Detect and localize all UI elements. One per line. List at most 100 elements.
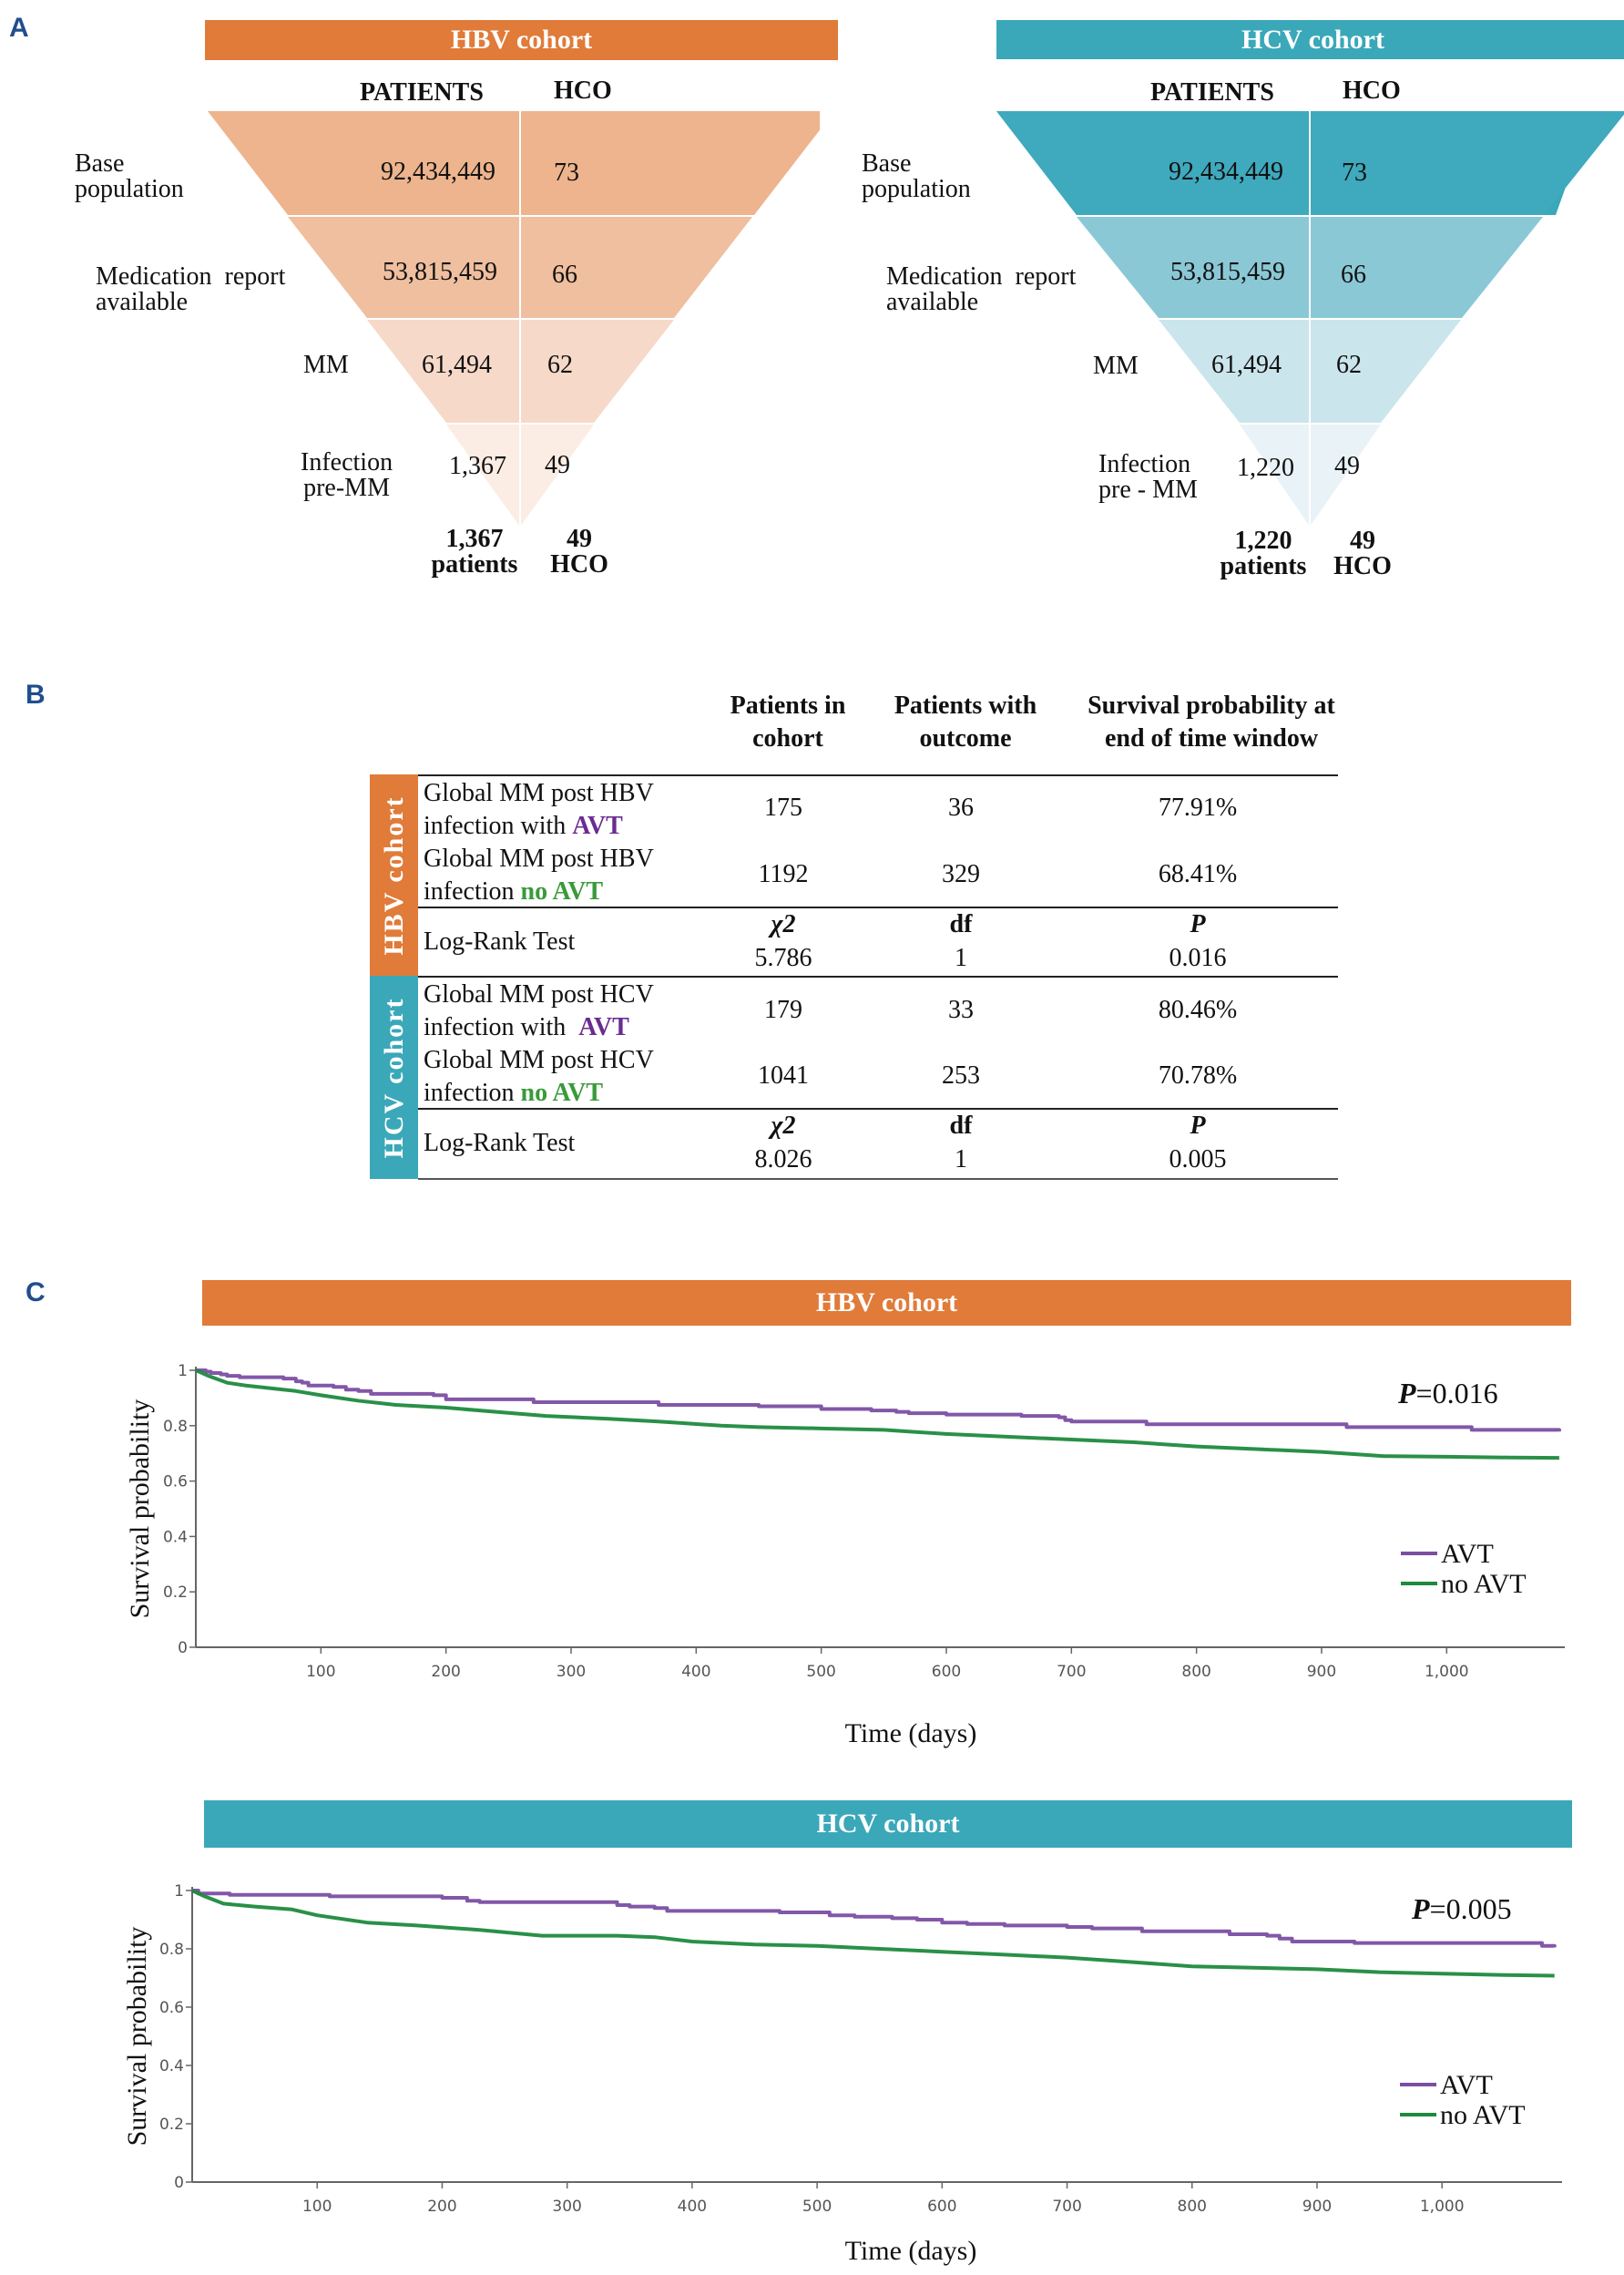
hcv-stage-1-patients: 92,434,449 xyxy=(1169,158,1283,186)
hcv-stage-3-hco: 62 xyxy=(1336,351,1362,379)
logrank-chi2-value: 8.026 xyxy=(754,1145,812,1173)
hbv-final-hco: 49 HCO xyxy=(543,527,616,578)
no-avt-tag: no AVT xyxy=(520,1079,604,1107)
hcv-stage-4-label: Infection pre - MM xyxy=(1098,452,1198,503)
table-rule-group-split xyxy=(418,976,1338,978)
header-survival-probability: Survival probability at end of time windo… xyxy=(1057,690,1366,755)
p-value-number: =0.005 xyxy=(1430,1892,1512,1925)
row-label-prefix: infection with xyxy=(424,812,573,840)
cell-survival: 68.41% xyxy=(1158,860,1238,888)
table-row-label: Global MM post HCV infection with AVT xyxy=(424,979,654,1044)
x-tick-label: 300 xyxy=(552,2198,581,2216)
header-1-line1: Patients in xyxy=(730,692,846,720)
header-3-line2: end of time window xyxy=(1104,724,1319,753)
cell-patients: 175 xyxy=(764,794,802,822)
y-tick-label: 0 xyxy=(178,1639,188,1657)
panel-label-b: B xyxy=(26,680,46,710)
header-2-line2: outcome xyxy=(919,724,1012,753)
p-value-number: =0.016 xyxy=(1416,1377,1498,1409)
logrank-p-value: 0.016 xyxy=(1169,944,1227,972)
x-tick-label: 600 xyxy=(932,1663,961,1681)
series-line-no-avt xyxy=(191,1889,1555,1978)
hcv-final-patients-label: patients xyxy=(1220,552,1307,580)
hcv-stage-2-hco: 66 xyxy=(1341,261,1366,289)
hcv-stage-4-label-l1: Infection xyxy=(1098,450,1191,478)
logrank-p-value: 0.005 xyxy=(1169,1145,1227,1173)
panel-label-a: A xyxy=(9,13,29,43)
hbv-final-patients-label: patients xyxy=(431,550,518,579)
hbv-stage-1-label-l1: Base xyxy=(75,149,125,178)
hbv-group-sidebar: HBV cohort xyxy=(370,774,418,976)
hcv-stage-4-hco: 49 xyxy=(1334,452,1360,480)
hcv-stage-1-hco: 73 xyxy=(1342,159,1367,187)
row-label-line2: infection no AVT xyxy=(424,1077,654,1110)
hcv-final-patients: 1,220 patients xyxy=(1213,528,1313,579)
hcv-col-patients: PATIENTS xyxy=(1150,78,1274,107)
x-tick-label: 500 xyxy=(802,2198,832,2216)
hbv-chart-banner: HBV cohort xyxy=(202,1280,1571,1326)
logrank-df-header: df xyxy=(949,910,973,938)
header-patients-in-cohort: Patients in cohort xyxy=(701,690,874,755)
logrank-p-header: P xyxy=(1190,1112,1206,1140)
logrank-chi2-value: 5.786 xyxy=(754,944,812,972)
hbv-funnel-banner: HBV cohort xyxy=(205,20,838,60)
p-value-annotation: P=0.016 xyxy=(1397,1377,1498,1409)
row-label-line1: Global MM post HCV xyxy=(424,980,654,1009)
y-tick-label: 0 xyxy=(174,2174,184,2192)
x-tick-label: 200 xyxy=(427,2198,456,2216)
x-tick-label: 800 xyxy=(1178,2198,1207,2216)
hbv-stage-2-label: Medication report available xyxy=(96,264,285,315)
x-tick-label: 1,000 xyxy=(1420,2198,1465,2216)
table-rule-hbv-test xyxy=(418,907,1338,908)
hcv-stage-2-label-l2: available xyxy=(886,288,979,316)
p-value-symbol: P xyxy=(1411,1892,1430,1925)
hbv-stage-3-hco: 62 xyxy=(547,351,573,379)
y-tick-label: 0.2 xyxy=(159,2116,184,2134)
y-tick-label: 0.8 xyxy=(159,1941,184,1959)
hbv-stage-1-patients: 92,434,449 xyxy=(381,158,495,186)
hbv-final-patients: 1,367 patients xyxy=(424,527,525,578)
legend-label-no-avt: no AVT xyxy=(1441,1569,1527,1599)
x-tick-label: 500 xyxy=(806,1663,835,1681)
hbv-stage-2-label-l2: available xyxy=(96,288,189,316)
hcv-group-sidebar: HCV cohort xyxy=(370,976,418,1179)
hcv-stage-1-label-l1: Base xyxy=(862,149,912,178)
row-label-prefix: infection xyxy=(424,1079,521,1107)
hcv-funnel-shape xyxy=(996,111,1624,527)
logrank-p-header: P xyxy=(1190,910,1206,938)
x-axis-title: Time (days) xyxy=(845,1718,977,1748)
cell-outcome: 253 xyxy=(942,1061,980,1090)
x-tick-label: 700 xyxy=(1052,2198,1081,2216)
hbv-stage-1-label: Base population xyxy=(75,151,184,202)
hbv-stage-4-hco: 49 xyxy=(545,451,570,479)
y-tick-label: 1 xyxy=(178,1362,188,1380)
hbv-stage-4-patients: 1,367 xyxy=(449,452,506,480)
series-line-no-avt xyxy=(195,1368,1559,1460)
hbv-stage-2-hco: 66 xyxy=(552,261,577,289)
no-avt-tag: no AVT xyxy=(520,877,604,906)
legend-label-avt: AVT xyxy=(1441,1539,1494,1569)
hbv-stage-3-label: MM xyxy=(303,351,349,379)
logrank-label: Log-Rank Test xyxy=(424,927,576,956)
hbv-stage-4-label: Infection pre-MM xyxy=(301,450,393,501)
table-row-label: Global MM post HBV infection no AVT xyxy=(424,843,654,908)
row-label-line2: infection with AVT xyxy=(424,1011,654,1044)
hcv-stage-2-label-l1: Medication report xyxy=(886,262,1077,291)
hbv-stage-1-label-l2: population xyxy=(75,175,184,203)
cell-outcome: 33 xyxy=(948,996,974,1024)
table-row-label: Global MM post HCV infection no AVT xyxy=(424,1044,654,1110)
cell-patients: 1041 xyxy=(758,1061,809,1090)
logrank-df-value: 1 xyxy=(955,944,967,972)
row-label-line1: Global MM post HBV xyxy=(424,779,654,807)
hbv-stage-2-label-l1: Medication report xyxy=(96,262,286,291)
legend-label-avt: AVT xyxy=(1440,2070,1493,2100)
x-tick-label: 400 xyxy=(678,2198,707,2216)
x-tick-label: 1,000 xyxy=(1425,1663,1469,1681)
series-line-avt xyxy=(196,1368,1561,1432)
hbv-final-patients-num: 1,367 xyxy=(445,525,504,553)
row-label-line1: Global MM post HBV xyxy=(424,845,654,873)
x-tick-label: 300 xyxy=(557,1663,586,1681)
x-tick-label: 900 xyxy=(1302,2198,1332,2216)
p-value-symbol: P xyxy=(1397,1377,1416,1409)
